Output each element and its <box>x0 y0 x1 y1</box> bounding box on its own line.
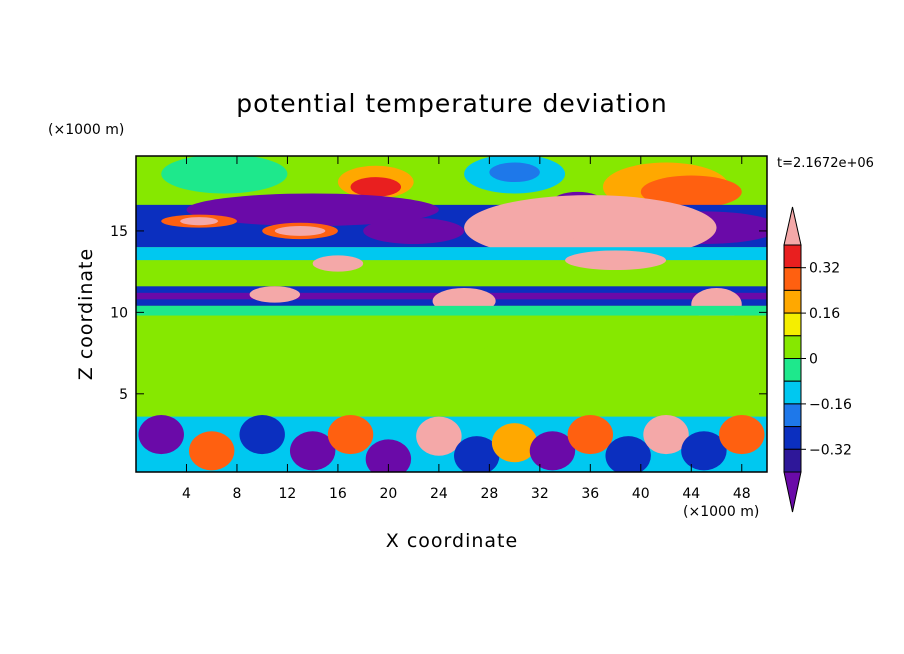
colorbar-label-2: 0.16 <box>809 306 840 322</box>
y-tick-label-3: 15 <box>110 224 128 240</box>
blob-pink-mid-layer <box>274 226 326 236</box>
x-tick-label-10: 40 <box>632 486 650 502</box>
x-tick-label-12: 48 <box>733 486 751 502</box>
colorbar: 0.32 0.16 0 −0.16 −0.32 <box>783 206 852 513</box>
blob-bottom-1 <box>138 414 184 455</box>
colorbar-label-4: −0.16 <box>809 397 852 413</box>
blob-red-upper-right <box>640 175 742 209</box>
blob-bottom-12 <box>605 436 651 472</box>
blob-pink-line-left <box>249 286 301 303</box>
x-tick-label-9: 36 <box>581 486 599 502</box>
blob-bottom-10 <box>529 431 576 471</box>
y-tick-label-2: 10 <box>110 305 128 321</box>
colorbar-swatch-2 <box>783 267 802 291</box>
colorbar-swatch-4 <box>783 312 802 337</box>
y-axis-unit: (×1000 m) <box>48 122 124 138</box>
blob-bottom-6 <box>365 439 412 472</box>
blob-pink-tail <box>565 250 667 271</box>
colorbar-label-3: 0 <box>809 352 818 368</box>
blob-bottom-13 <box>643 414 689 455</box>
blob-bottom-7 <box>416 416 462 456</box>
x-tick-label-4: 16 <box>329 486 347 502</box>
blob-bottom-2 <box>189 431 235 471</box>
colorbar-swatch-8 <box>783 403 802 428</box>
blob-bottom-15 <box>719 414 765 455</box>
colorbar-swatch-5 <box>783 335 802 359</box>
blob-cyan-upper-left <box>161 156 288 194</box>
x-axis-ticks: 4 8 12 16 20 24 28 32 36 40 44 48 <box>182 156 751 502</box>
colorbar-swatch-9 <box>783 426 802 450</box>
x-axis-label: X coordinate <box>386 530 518 552</box>
blob-pink-small-left <box>312 255 364 272</box>
x-tick-label-6: 24 <box>430 486 448 502</box>
colorbar-label-5: −0.32 <box>809 442 852 458</box>
colorbar-top-triangle <box>783 206 802 246</box>
blob-violet-center <box>363 217 465 244</box>
colorbar-swatch-10 <box>783 448 802 473</box>
band-green-lower <box>136 400 767 417</box>
blob-violet-left <box>186 193 439 227</box>
blob-bottom-14 <box>681 431 727 471</box>
x-tick-label-3: 12 <box>279 486 297 502</box>
colorbar-label-1: 0.32 <box>809 261 840 277</box>
blob-bottom-8 <box>454 436 500 472</box>
contour-field <box>136 156 767 472</box>
plot-frame <box>135 155 768 473</box>
x-tick-label-11: 44 <box>682 486 700 502</box>
blob-blue-upper-mid <box>489 162 540 183</box>
blob-green-middle-left <box>161 340 313 389</box>
blob-bottom-5 <box>327 414 374 455</box>
colorbar-swatch-6 <box>783 358 802 382</box>
x-tick-label-7: 28 <box>480 486 498 502</box>
blob-bottom-11 <box>567 414 614 455</box>
blob-green-middle-center <box>476 328 679 394</box>
blob-bottom-9 <box>491 423 538 463</box>
blob-bottom-4 <box>289 431 336 471</box>
colorbar-bottom-triangle <box>783 471 802 513</box>
blob-bottom-3 <box>239 414 285 455</box>
x-tick-label-8: 32 <box>531 486 549 502</box>
band-green-mid <box>136 260 767 287</box>
y-axis-label: Z coordinate <box>75 248 97 380</box>
field-shapes <box>136 156 767 472</box>
blob-pink-upper-left <box>350 177 402 197</box>
blob-pink-large-left <box>476 211 578 251</box>
blob-pink-left-layer <box>180 217 219 226</box>
x-tick-label-2: 8 <box>232 486 241 502</box>
band-cyan-mid <box>136 247 767 261</box>
y-axis-ticks: 5 10 15 <box>110 224 767 403</box>
colorbar-swatch-7 <box>783 380 802 405</box>
colorbar-swatch-1 <box>783 244 802 269</box>
y-tick-label-1: 5 <box>119 387 128 403</box>
x-axis-unit: (×1000 m) <box>683 504 759 520</box>
x-tick-label-1: 4 <box>182 486 191 502</box>
time-label: t=2.1672e+06 <box>777 156 874 171</box>
chart-title: potential temperature deviation <box>236 89 667 118</box>
x-tick-label-5: 20 <box>379 486 397 502</box>
band-cyan-upper-middle <box>136 305 767 316</box>
blob-green-middle-right <box>653 336 755 402</box>
colorbar-swatch-3 <box>783 289 802 314</box>
